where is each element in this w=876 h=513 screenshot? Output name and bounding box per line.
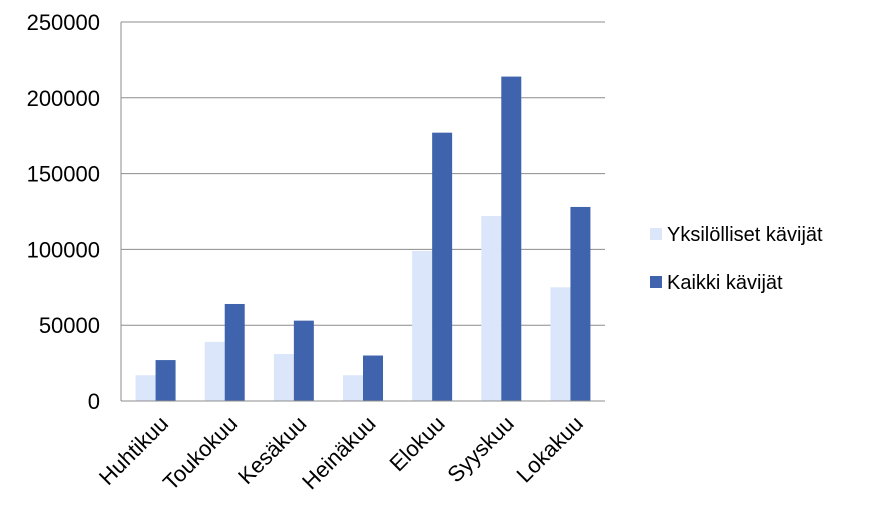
- bar-yksilolliset-5: [481, 216, 502, 401]
- y-tick-label: 250000: [27, 10, 100, 35]
- y-tick-label: 150000: [27, 162, 100, 187]
- legend: Yksilölliset kävijät Kaikki kävijät: [650, 224, 823, 294]
- x-tick-label: Lokakuu: [511, 411, 588, 488]
- bar-kaikki-3: [363, 355, 383, 401]
- bar-kaikki-6: [570, 206, 591, 401]
- bar-yksilolliset-0: [135, 375, 156, 401]
- axes: [120, 22, 605, 402]
- y-tick-labels: 0 50000 100000 150000 200000 250000: [27, 10, 100, 414]
- bar-yksilolliset-3: [343, 375, 363, 401]
- legend-swatch: [650, 228, 662, 240]
- legend-swatch: [650, 276, 662, 288]
- bar-kaikki-0: [155, 360, 176, 401]
- bar-yksilolliset-2: [273, 354, 294, 401]
- bar-kaikki-1: [224, 303, 245, 401]
- y-tick-label: 200000: [27, 86, 100, 111]
- bar-yksilolliset-4: [412, 250, 433, 401]
- y-tick-label: 0: [88, 389, 100, 414]
- y-tick-label: 100000: [27, 237, 100, 262]
- bar-kaikki-5: [501, 76, 522, 402]
- legend-label: Yksilölliset kävijät: [667, 224, 823, 246]
- bar-yksilolliset-1: [204, 341, 225, 401]
- legend-label: Kaikki kävijät: [667, 272, 783, 294]
- x-tick-label: Syyskuu: [442, 411, 518, 487]
- x-tick-label: Elokuu: [384, 411, 449, 476]
- bar-kaikki-4: [432, 132, 453, 401]
- y-tick-label: 50000: [39, 313, 100, 338]
- bar-yksilolliset-6: [550, 287, 571, 401]
- bar-kaikki-2: [293, 320, 314, 401]
- bars: [135, 76, 591, 402]
- x-tick-label: Toukokuu: [158, 411, 242, 495]
- x-tick-label: Heinäkuu: [297, 411, 380, 494]
- gridlines: [121, 21, 605, 326]
